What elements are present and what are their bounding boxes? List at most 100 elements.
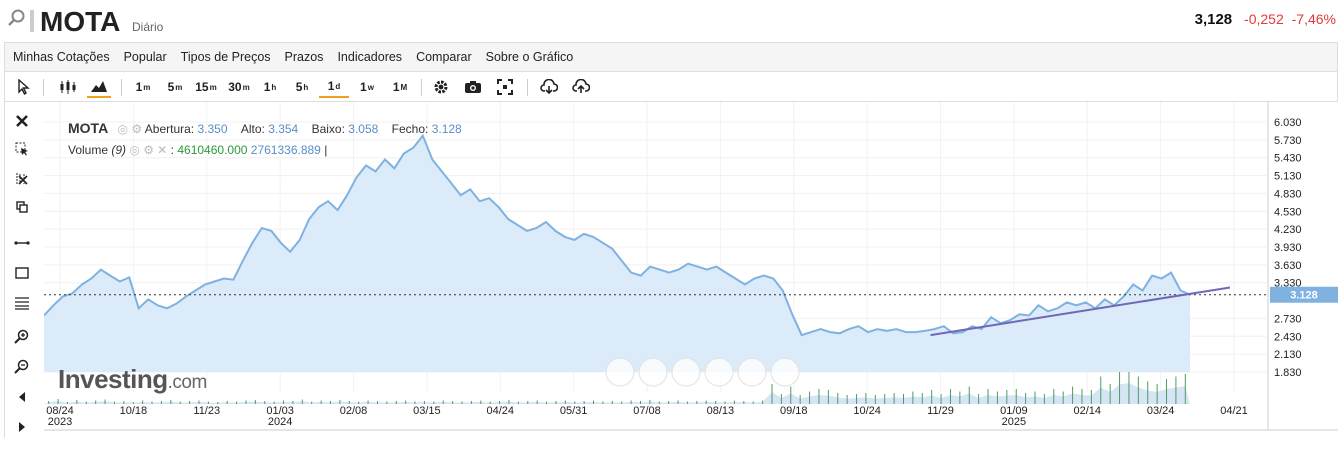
menu-tipos-de-precos[interactable]: Tipos de Preços [180,50,271,64]
trendline[interactable] [930,286,1231,337]
y-tick-label: 3.930 [1274,242,1302,254]
x-tick-label: 03/24 [1147,405,1175,417]
x-tick-label: 07/08 [633,405,661,417]
year-label: 2024 [268,416,292,428]
scroll-left-icon[interactable] [11,386,33,408]
menu-sobre-o-grafico[interactable]: Sobre o Gráfico [485,50,574,64]
zoom-out-icon[interactable] [11,356,33,378]
legend-high-label: Alto: [240,122,265,136]
zoom-control-button[interactable] [737,357,767,387]
volume-settings-icon[interactable]: ◎ ⚙ ✕ [129,143,168,157]
last-price-tag [1270,286,1338,303]
download-icon[interactable] [539,76,559,98]
toolbar-separator [527,79,528,96]
y-tick-label: 2.430 [1274,331,1302,343]
menu-popular[interactable]: Popular [123,50,167,64]
x-tick-label: 08/13 [707,405,735,417]
price-chart[interactable]: 3.128 6.030 5.730 5.430 5.130 4.830 4.530 4.230… [44,102,1338,438]
zoom-control-button[interactable] [704,357,734,387]
cursor-icon[interactable] [15,76,33,98]
period-label: Diário [132,20,164,34]
legend-open-label: Abertura: [144,122,195,136]
scroll-right-icon[interactable] [11,416,33,438]
x-tick-label: 02/14 [1073,405,1101,417]
menu-comparar[interactable]: Comparar [416,50,472,64]
legend-low-label: Baixo: [311,122,345,136]
select-tool-icon[interactable] [11,138,33,160]
x-tick-label: 10/18 [120,405,148,417]
price-area-fill [44,135,1190,372]
camera-icon[interactable] [463,76,483,98]
zoom-in-icon[interactable] [11,326,33,348]
candles-icon[interactable] [57,76,79,98]
volume-ma: 2761336.889 [250,143,321,157]
zoom-control-button[interactable] [770,357,800,387]
ohlc-legend: MOTA ◎ ⚙ Abertura: 3.350 Alto: 3.354 Bai… [68,120,462,136]
menu-minhas-cotacoes[interactable]: Minhas Cotações [13,50,110,64]
zoom-control-button[interactable] [638,357,668,387]
header-separator [30,10,34,32]
chart-menu: Minhas Cotações Popular Tipos de Preços … [4,42,1338,72]
fibonacci-tool-icon[interactable] [11,292,33,314]
interval-30m[interactable]: 30 m [228,80,250,94]
x-tick-label: 09/18 [780,405,808,417]
delete-drawings-icon[interactable] [11,168,33,190]
x-tick-label: 01/03 [266,405,294,417]
volume-label: Volume [68,143,109,157]
toolbar-separator [43,79,44,96]
y-tick-label: 5.430 [1274,153,1302,165]
upload-cloud-icon[interactable] [571,76,591,98]
y-tick-label: 4.530 [1274,206,1302,218]
last-price: 3,128 [1194,11,1233,28]
gear-icon[interactable] [431,76,451,98]
legend-high: 3.354 [268,122,299,136]
y-tick-label: 2.730 [1274,313,1302,325]
line-tool-icon[interactable] [11,232,33,254]
toolbar-separator [121,79,122,96]
legend-close: 3.128 [431,122,462,136]
legend-close-label: Fecho: [391,122,429,136]
investing-logo: Investing.com [58,364,207,394]
x-tick-label: 10/24 [853,405,881,417]
x-tick-label: 03/15 [413,405,441,417]
legend-eye-icon[interactable]: ◎ ⚙ [117,122,143,136]
zoom-control-button[interactable] [605,357,635,387]
menu-prazos[interactable]: Prazos [284,50,324,64]
x-tick-label: 08/24 [46,405,74,417]
x-tick-label: 04/21 [1220,405,1248,417]
rectangle-tool-icon[interactable] [11,262,33,284]
y-tick-label: 4.830 [1274,188,1302,200]
drawing-tools-sidebar [4,102,38,438]
toolbar-separator [421,79,422,96]
clone-icon[interactable] [11,196,33,218]
quote-summary: 3,128 -0,252 -7,46% [1195,11,1336,28]
x-tick-label: 05/31 [560,405,588,417]
zoom-control-button[interactable] [671,357,701,387]
area-chart-icon[interactable] [87,76,111,98]
fullscreen-icon[interactable] [495,76,515,98]
volume-value: 4610460.000 [177,143,248,157]
y-tick-label: 1.830 [1274,367,1302,379]
legend-low: 3.058 [348,122,379,136]
search-icon[interactable] [8,9,26,27]
symbol-title: MOTA [40,6,121,37]
close-icon[interactable] [11,110,33,132]
price-change: -0,252 [1244,11,1284,27]
y-tick-label: 5.730 [1274,135,1302,147]
price-line [44,133,1191,337]
volume-legend: Volume (9) ◎ ⚙ ✕ : 4610460.000 2761336.8… [68,143,328,157]
year-label: 2025 [1002,416,1026,428]
menu-indicadores[interactable]: Indicadores [337,50,403,64]
interval-15m[interactable]: 15 m [195,80,217,94]
y-tick-label: 2.130 [1274,349,1302,361]
y-tick-label: 3.630 [1274,260,1302,272]
y-tick-label: 3.330 [1274,278,1302,290]
